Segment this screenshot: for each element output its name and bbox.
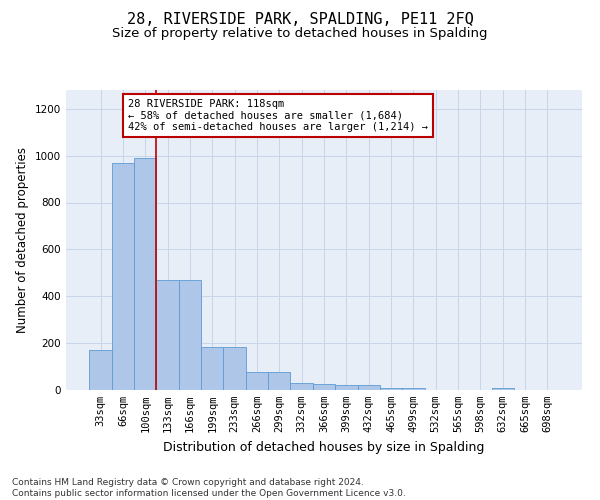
Text: Size of property relative to detached houses in Spalding: Size of property relative to detached ho… [112, 28, 488, 40]
Bar [358, 386, 380, 390]
Bar [223, 346, 246, 390]
Bar [89, 350, 112, 390]
Bar [335, 386, 358, 390]
Text: 28 RIVERSIDE PARK: 118sqm
← 58% of detached houses are smaller (1,684)
42% of se: 28 RIVERSIDE PARK: 118sqm ← 58% of detac… [128, 99, 428, 132]
Bar [268, 372, 290, 390]
Bar [112, 162, 134, 390]
Bar [134, 158, 157, 390]
Bar [491, 388, 514, 390]
Bar [201, 346, 223, 390]
Y-axis label: Number of detached properties: Number of detached properties [16, 147, 29, 333]
Bar [402, 388, 425, 390]
Text: 28, RIVERSIDE PARK, SPALDING, PE11 2FQ: 28, RIVERSIDE PARK, SPALDING, PE11 2FQ [127, 12, 473, 28]
Text: Contains HM Land Registry data © Crown copyright and database right 2024.
Contai: Contains HM Land Registry data © Crown c… [12, 478, 406, 498]
Bar [380, 388, 402, 390]
Bar [313, 384, 335, 390]
Bar [179, 280, 201, 390]
X-axis label: Distribution of detached houses by size in Spalding: Distribution of detached houses by size … [163, 440, 485, 454]
Bar [157, 280, 179, 390]
Bar [246, 372, 268, 390]
Bar [290, 383, 313, 390]
